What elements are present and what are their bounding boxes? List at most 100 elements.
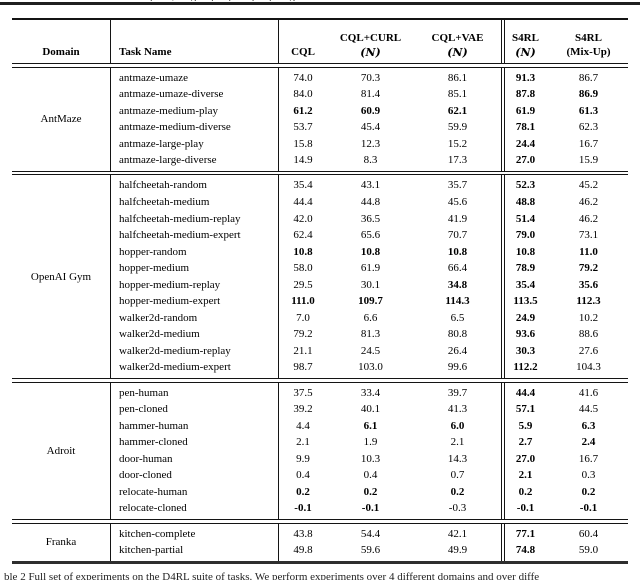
column-separator (277, 382, 279, 519)
value-cell: 59.9 (447, 121, 468, 134)
section-rows: antmaze-umaze 74.0 70.3 86.1 91.3 86.7 antmaze… (110, 68, 628, 171)
header-cql-curl-label: CQL+CURL (339, 32, 402, 44)
value-cell: 15.2 (447, 137, 468, 150)
value-cell: 53.7 (293, 121, 313, 134)
task-name-cell: hammer-cloned (119, 436, 188, 449)
cropped-caption-bottom: ble 2 Full set of experiments on the D4R… (4, 571, 540, 580)
table-toprule (12, 18, 628, 20)
value-cell: 39.2 (293, 403, 313, 416)
task-name-cell: hopper-medium-expert (119, 295, 221, 308)
double-column-separator (500, 523, 502, 561)
task-name-cell: halfcheetah-medium (119, 196, 210, 209)
task-name-cell: walker2d-random (119, 311, 198, 324)
value-cell: 4.4 (296, 419, 310, 432)
value-cell: 10.8 (515, 245, 536, 258)
table-row: hopper-medium-expert 111.0 109.7 114.3 113.5… (110, 293, 628, 310)
value-cell: 0.2 (363, 485, 378, 498)
header-cql-vae-label: CQL+VAE (431, 32, 484, 44)
value-cell: -0.1 (361, 502, 380, 515)
task-name-cell: antmaze-large-diverse (119, 154, 217, 167)
double-column-separator (503, 175, 505, 379)
value-cell: 45.6 (447, 196, 468, 209)
domain-label: Adroit (46, 444, 76, 457)
value-cell: 5.9 (518, 419, 533, 432)
table-row: relocate-cloned -0.1 -0.1 -0.3 -0.1 -0.1 (110, 500, 628, 517)
task-name-cell: kitchen-complete (119, 527, 196, 540)
value-cell: 62.3 (578, 121, 599, 134)
section-rows: halfcheetah-random 35.4 43.1 35.7 52.3 45.2 ha… (110, 175, 628, 378)
task-name-cell: antmaze-large-play (119, 137, 204, 150)
value-cell: 35.6 (578, 278, 599, 291)
table-row: kitchen-partial 49.8 59.6 49.9 74.8 59.0 (110, 542, 628, 559)
value-cell: 6.5 (450, 311, 465, 324)
table-row: antmaze-umaze 74.0 70.3 86.1 91.3 86.7 (110, 70, 628, 87)
value-cell: 2.1 (518, 469, 533, 482)
value-cell: 43.1 (360, 179, 381, 192)
table-row: hopper-medium 58.0 61.9 66.4 78.9 79.2 (110, 260, 628, 277)
table-bottomrule (12, 560, 628, 564)
value-cell: 39.7 (447, 386, 468, 399)
table-row: antmaze-umaze-diverse 84.0 81.4 85.1 87.8 86.… (110, 86, 628, 103)
table-row: halfcheetah-medium-replay 42.0 36.5 41.9 51.… (110, 211, 628, 228)
column-separator (277, 523, 279, 561)
value-cell: 103.0 (358, 361, 383, 374)
double-column-separator (500, 175, 502, 379)
value-cell: 77.1 (515, 527, 536, 540)
value-cell: 14.9 (293, 154, 313, 167)
value-cell: 0.2 (450, 485, 465, 498)
table-row: halfcheetah-medium 44.4 44.8 45.6 48.8 46.2 (110, 194, 628, 211)
value-cell: 104.3 (576, 361, 601, 374)
value-cell: 98.7 (293, 361, 313, 374)
value-cell: 30.3 (515, 344, 536, 357)
header-domain-label: Domain (42, 45, 80, 58)
domain-section: Adroit pen-human 37.5 33.4 39.7 44.4 41.6 pen-c… (12, 382, 628, 519)
value-cell: 35.7 (447, 179, 468, 192)
value-cell: 2.1 (296, 436, 310, 449)
value-cell: 26.4 (447, 344, 468, 357)
task-name-cell: hopper-medium-replay (119, 278, 221, 291)
value-cell: 86.9 (578, 88, 599, 101)
task-name-cell: hopper-random (119, 245, 187, 258)
value-cell: 112.2 (513, 361, 538, 374)
value-cell: 9.9 (296, 452, 310, 465)
task-name-cell: antmaze-umaze (119, 71, 189, 84)
task-name-cell: relocate-human (119, 485, 188, 498)
task-name-cell: antmaze-medium-play (119, 104, 218, 117)
mathcal-n-sub: (N) (515, 45, 536, 59)
value-cell: 88.6 (578, 328, 599, 341)
table-row: pen-human 37.5 33.4 39.7 44.4 41.6 (110, 385, 628, 402)
value-cell: 91.3 (515, 71, 536, 84)
value-cell: 24.4 (515, 137, 536, 150)
value-cell: 27.6 (578, 344, 599, 357)
table-row: hammer-human 4.4 6.1 6.0 5.9 6.3 (110, 418, 628, 435)
header-s4rl-label: S4RL (512, 32, 539, 44)
results-table: Domain Task Name CQL CQL+CURL (N) CQL+VA… (12, 18, 628, 564)
task-name-cell: antmaze-medium-diverse (119, 121, 231, 134)
cropped-caption-top: p y g j p q p g (150, 0, 640, 1)
value-cell: 62.1 (447, 104, 468, 117)
header-cql: CQL (278, 20, 328, 63)
value-cell: 0.4 (296, 469, 310, 482)
value-cell: 87.8 (515, 88, 536, 101)
value-cell: 46.2 (578, 212, 599, 225)
mixup-sub-label: (Mix-Up) (566, 45, 611, 58)
table-header-row: Domain Task Name CQL CQL+CURL (N) CQL+VA… (12, 20, 628, 63)
value-cell: 70.3 (360, 71, 381, 84)
domain-section: OpenAI Gym halfcheetah-random 35.4 43.1 35.7… (12, 175, 628, 379)
value-cell: 41.9 (447, 212, 468, 225)
table-row: walker2d-medium-expert 98.7 103.0 99.6 112.2… (110, 359, 628, 376)
value-cell: 37.5 (293, 386, 313, 399)
domain-label: OpenAI Gym (30, 270, 92, 283)
value-cell: 10.8 (447, 245, 468, 258)
value-cell: 6.6 (363, 311, 378, 324)
value-cell: 58.0 (293, 262, 313, 275)
value-cell: 1.9 (363, 436, 378, 449)
value-cell: 85.1 (447, 88, 468, 101)
value-cell: 111.0 (291, 295, 315, 308)
task-name-cell: halfcheetah-medium-expert (119, 229, 241, 242)
value-cell: 48.8 (515, 196, 536, 209)
column-separator (109, 20, 111, 63)
table-row: hopper-medium-replay 29.5 30.1 34.8 35.4 35.6 (110, 277, 628, 294)
column-separator (109, 382, 111, 519)
value-cell: 0.2 (518, 485, 533, 498)
